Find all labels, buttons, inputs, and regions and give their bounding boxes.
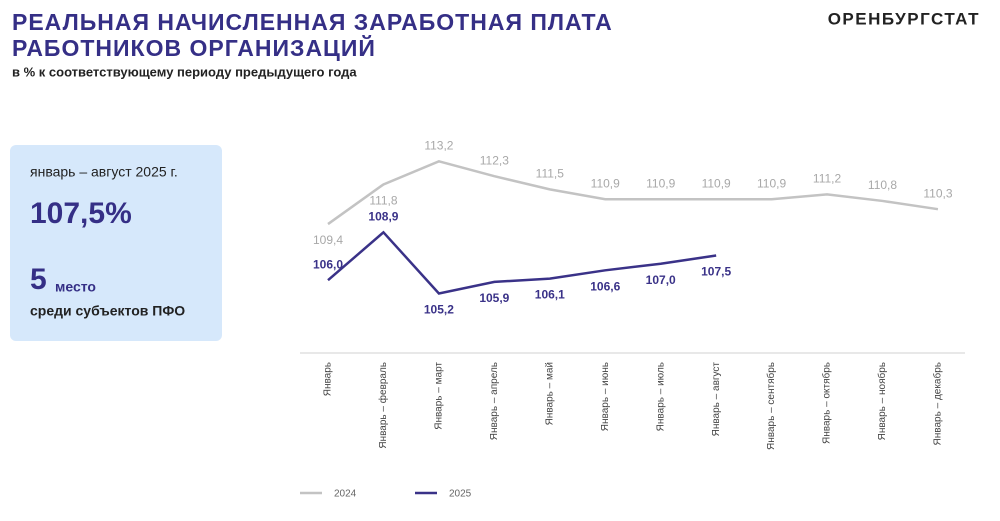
data-label: 105,9 xyxy=(479,291,509,305)
panel-rank-word: место xyxy=(55,279,96,295)
panel-period: январь – август 2025 г. xyxy=(30,164,178,180)
x-tick-label: Январь – декабрь xyxy=(932,362,944,445)
legend-label: 2024 xyxy=(334,489,357,500)
x-tick-label: Январь – апрель xyxy=(489,362,500,440)
x-tick-label: Январь – июль xyxy=(655,362,666,431)
title-line: РАБОТНИКОВ ОРГАНИЗАЦИЙ xyxy=(12,34,376,61)
data-label: 110,8 xyxy=(868,178,897,192)
panel-rank: 5 xyxy=(30,263,47,296)
data-label: 109,4 xyxy=(313,233,343,247)
x-tick-label: Январь – март xyxy=(434,362,445,430)
data-label: 111,2 xyxy=(813,172,842,186)
data-label: 110,3 xyxy=(923,186,952,200)
data-label: 113,2 xyxy=(424,138,453,152)
info-panel xyxy=(10,145,222,341)
brand: ОРЕНБУРГСТАТ xyxy=(828,9,980,28)
panel-rank-note: среди субъектов ПФО xyxy=(30,303,185,319)
x-tick-label: Январь – май xyxy=(544,362,555,425)
data-label: 110,9 xyxy=(591,176,620,190)
data-label: 107,5 xyxy=(701,265,731,279)
data-label: 111,8 xyxy=(369,194,398,208)
x-tick-label: Январь – июнь xyxy=(600,362,611,431)
data-label: 106,0 xyxy=(313,257,343,271)
x-tick-label: Январь – октябрь xyxy=(821,362,833,444)
data-label: 106,1 xyxy=(535,288,565,302)
x-tick-label: Январь – август xyxy=(711,362,722,437)
series-line xyxy=(327,230,717,295)
data-label: 112,3 xyxy=(480,153,509,167)
data-label: 105,2 xyxy=(424,303,454,317)
x-tick-label: Январь – сентябрь xyxy=(765,362,777,450)
subtitle: в % к соответствующему периоду предыдуще… xyxy=(12,64,357,79)
series-line xyxy=(327,159,939,226)
data-label: 108,9 xyxy=(368,209,398,223)
data-label: 110,9 xyxy=(646,176,675,190)
data-label: 107,0 xyxy=(646,273,676,287)
data-label: 110,9 xyxy=(757,176,786,190)
x-tick-label: Январь xyxy=(323,362,334,396)
data-label: 111,5 xyxy=(536,167,565,181)
data-label: 110,9 xyxy=(702,176,731,190)
legend-label: 2025 xyxy=(449,489,472,500)
x-tick-label: Январь – февраль xyxy=(377,362,389,449)
title-line: РЕАЛЬНАЯ НАЧИСЛЕННАЯ ЗАРАБОТНАЯ ПЛАТА xyxy=(12,9,613,35)
x-tick-label: Январь – ноябрь xyxy=(876,362,888,440)
data-label: 106,6 xyxy=(590,279,620,293)
panel-value: 107,5% xyxy=(30,197,132,230)
